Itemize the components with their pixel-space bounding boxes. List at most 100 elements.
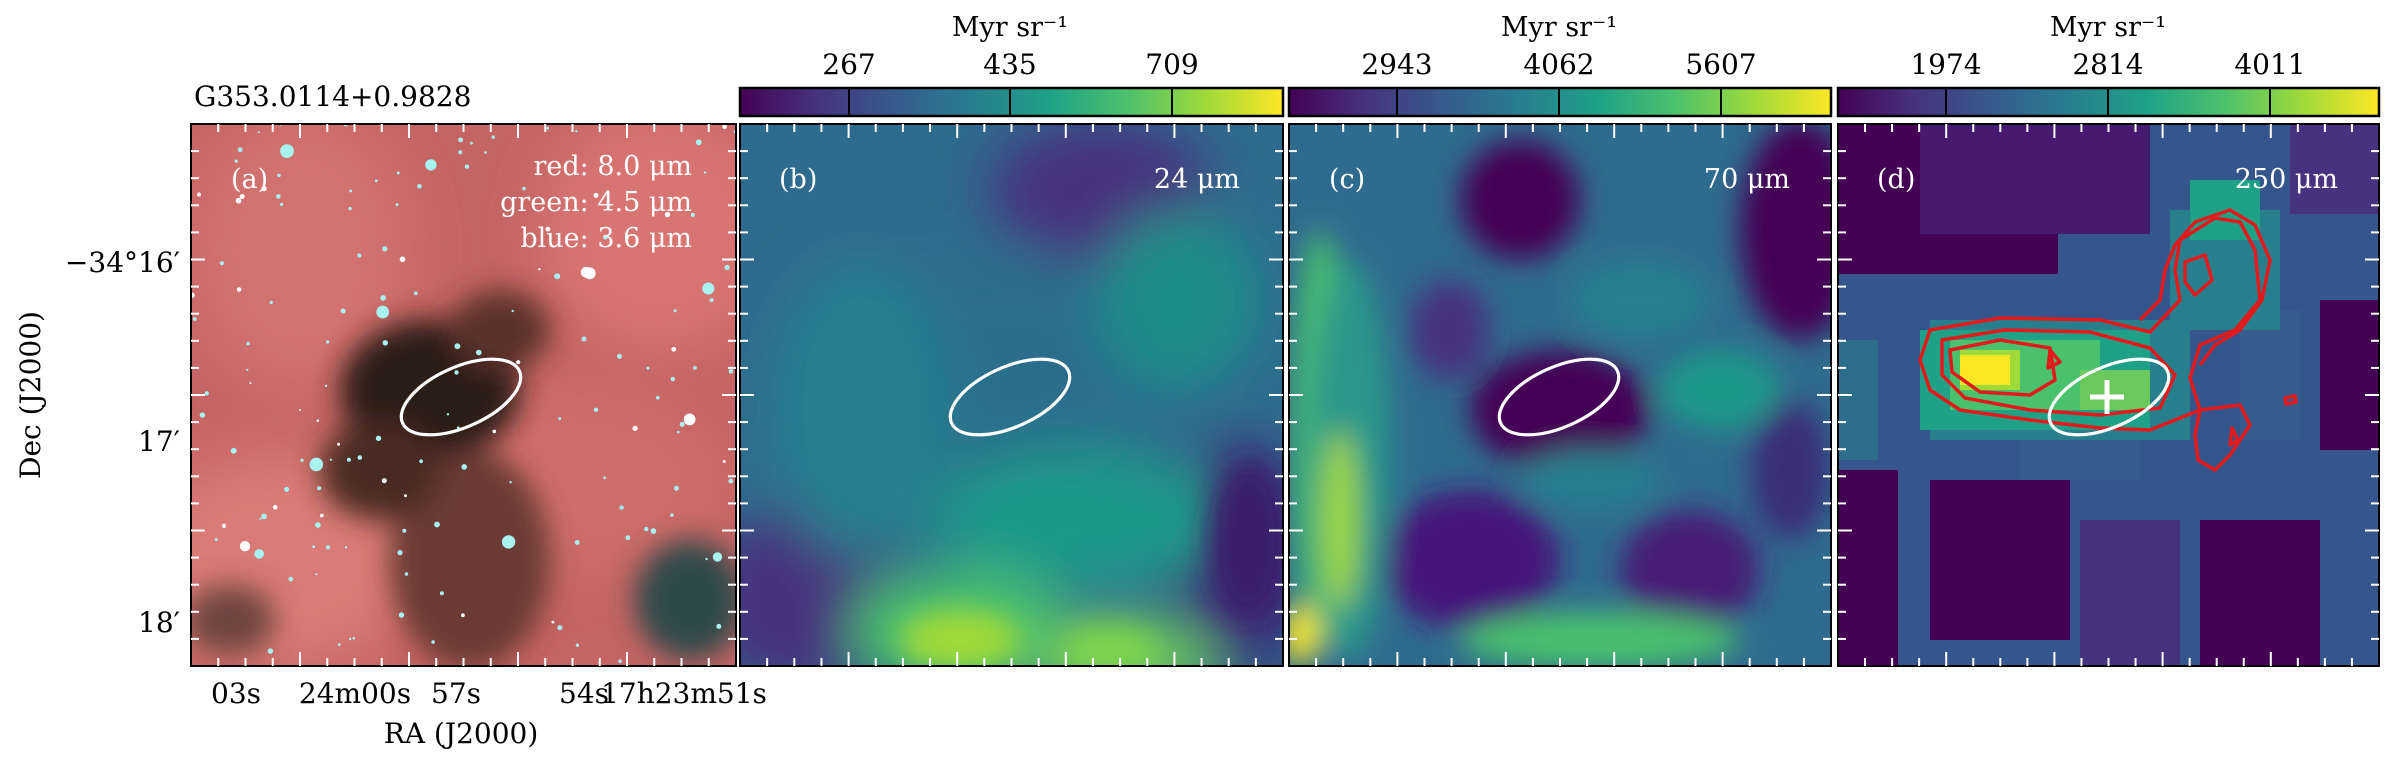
star xyxy=(470,141,473,145)
star xyxy=(522,186,526,191)
colorbar-d-unit: Myr sr⁻¹ xyxy=(2050,12,2166,43)
star xyxy=(221,523,227,529)
star xyxy=(267,648,274,654)
star xyxy=(395,203,399,207)
star xyxy=(679,421,685,427)
star xyxy=(709,298,714,303)
star xyxy=(716,623,722,629)
star xyxy=(434,521,440,528)
dec-tick-label-18: 18′ xyxy=(138,606,180,639)
contour-right-blob-inner xyxy=(2228,426,2240,447)
contour-right-blob xyxy=(2193,403,2252,472)
panel-d-ellipse xyxy=(2047,357,2171,437)
star xyxy=(458,150,463,155)
star xyxy=(239,194,245,199)
star xyxy=(431,640,435,644)
panel-d-band: 250 μm xyxy=(2235,164,2338,195)
star xyxy=(315,522,321,528)
star xyxy=(492,429,497,434)
star xyxy=(712,552,723,562)
colorbar-b-tick-1: 267 xyxy=(822,48,875,81)
star xyxy=(382,340,388,346)
star xyxy=(724,264,730,271)
star xyxy=(309,457,324,472)
colorbar-c-unit: Myr sr⁻¹ xyxy=(1501,12,1617,43)
star xyxy=(348,207,352,211)
star xyxy=(344,546,348,549)
star xyxy=(617,353,622,359)
star xyxy=(646,366,650,370)
panel-a-legend-green: green: 4.5 μm xyxy=(500,187,692,218)
ra-tick-label-03s: 03s xyxy=(211,677,261,710)
star xyxy=(545,226,551,232)
star xyxy=(204,391,209,396)
star xyxy=(257,131,260,134)
star xyxy=(219,261,224,266)
source-name: G353.0114+0.9828 xyxy=(194,80,471,113)
star xyxy=(197,192,201,197)
contour-dot xyxy=(2283,394,2298,406)
star xyxy=(280,202,284,207)
contour-outer-2 xyxy=(1940,328,2177,417)
star xyxy=(380,295,387,301)
star xyxy=(593,407,599,412)
panel-a: (a) red: 8.0 μm green: 4.5 μm blue: 3.6 … xyxy=(190,123,737,667)
contour-inner-2 xyxy=(2046,348,2062,370)
star xyxy=(603,476,606,480)
contour-knot-top xyxy=(2183,253,2214,297)
star xyxy=(722,124,727,130)
star xyxy=(705,557,708,561)
star xyxy=(284,486,290,492)
star xyxy=(249,382,252,385)
star xyxy=(261,186,267,192)
x-axis-label: RA (J2000) xyxy=(384,717,539,750)
star xyxy=(234,159,238,163)
colorbar-d: 1974 2814 4011 Myr sr⁻¹ xyxy=(1836,12,2381,118)
star xyxy=(239,541,251,552)
star xyxy=(575,643,580,647)
star xyxy=(476,349,482,356)
star xyxy=(349,637,352,641)
panel-d-image xyxy=(1838,124,2379,666)
colorbar-c-tick-3: 5607 xyxy=(1685,48,1756,81)
star xyxy=(603,234,608,240)
star xyxy=(625,535,631,541)
star xyxy=(276,194,281,199)
star xyxy=(397,550,403,556)
star xyxy=(728,478,734,484)
star xyxy=(516,360,521,365)
star xyxy=(259,517,262,520)
star xyxy=(546,126,550,130)
colorbar-b-tick-3: 709 xyxy=(1145,48,1198,81)
star xyxy=(269,300,273,305)
panel-a-tag: (a) xyxy=(231,164,268,195)
star xyxy=(484,151,487,154)
colorbar-b-bar xyxy=(738,86,1285,118)
contour-outer-1 xyxy=(1918,216,2262,432)
star xyxy=(670,513,674,517)
star xyxy=(728,369,734,374)
star xyxy=(656,395,660,400)
star xyxy=(501,535,516,549)
colorbar-b: 267 435 709 Myr sr⁻¹ xyxy=(738,12,1285,118)
star xyxy=(554,273,561,280)
star xyxy=(695,139,702,146)
star xyxy=(337,643,341,646)
ra-tick-label-54s: 54s xyxy=(559,677,609,710)
star xyxy=(419,459,423,464)
star xyxy=(619,505,624,510)
star xyxy=(677,430,680,434)
star xyxy=(288,576,294,582)
star xyxy=(300,458,304,462)
star xyxy=(664,211,671,218)
star xyxy=(722,460,726,463)
star xyxy=(396,171,400,175)
star xyxy=(690,212,695,217)
star xyxy=(402,528,407,533)
star xyxy=(261,513,267,520)
colorbar-c-tick-1: 2943 xyxy=(1361,48,1432,81)
star xyxy=(454,343,461,350)
star xyxy=(235,197,242,204)
dec-tick-label-16: −34°16′ xyxy=(65,246,180,279)
star xyxy=(673,485,679,491)
